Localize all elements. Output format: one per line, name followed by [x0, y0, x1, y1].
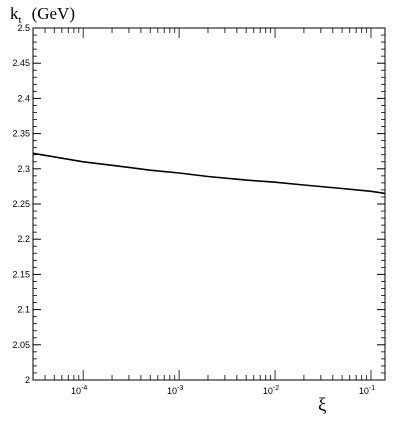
y-tick-label: 2.35: [12, 129, 30, 139]
x-tick-label: 10-2: [263, 385, 279, 396]
y-axis-label-unit: (GeV): [32, 4, 75, 23]
y-tick-label: 2: [25, 375, 30, 385]
y-tick-label: 2.2: [17, 234, 30, 244]
y-tick-label: 2.4: [17, 93, 30, 103]
x-tick-label: 10-3: [167, 385, 183, 396]
y-tick-label: 2.15: [12, 269, 30, 279]
series-line: [32, 152, 386, 195]
x-tick-label: 10-1: [359, 385, 375, 396]
x-axis-label: ξ: [318, 395, 327, 416]
y-tick-label: 2.05: [12, 340, 30, 350]
x-tick-label: 10-4: [71, 385, 87, 396]
plot-frame: [32, 27, 386, 381]
y-axis-label: kt (GeV): [10, 4, 75, 26]
y-tick-label: 2.1: [17, 305, 30, 315]
y-axis-label-subscript: t: [19, 14, 22, 26]
y-tick-label: 2.25: [12, 199, 30, 209]
y-axis-ticks: 2 2.05 2.1 2.15 2.2 2.25 2.3 2.35 2.4 2.45 2.5: [12, 23, 385, 385]
y-tick-label: 2.5: [17, 23, 30, 33]
y-tick-label: 2.3: [17, 164, 30, 174]
x-axis-ticks: 10-4 10-3 10-2 10-1: [32, 28, 375, 396]
y-tick-label: 2.45: [12, 58, 30, 68]
